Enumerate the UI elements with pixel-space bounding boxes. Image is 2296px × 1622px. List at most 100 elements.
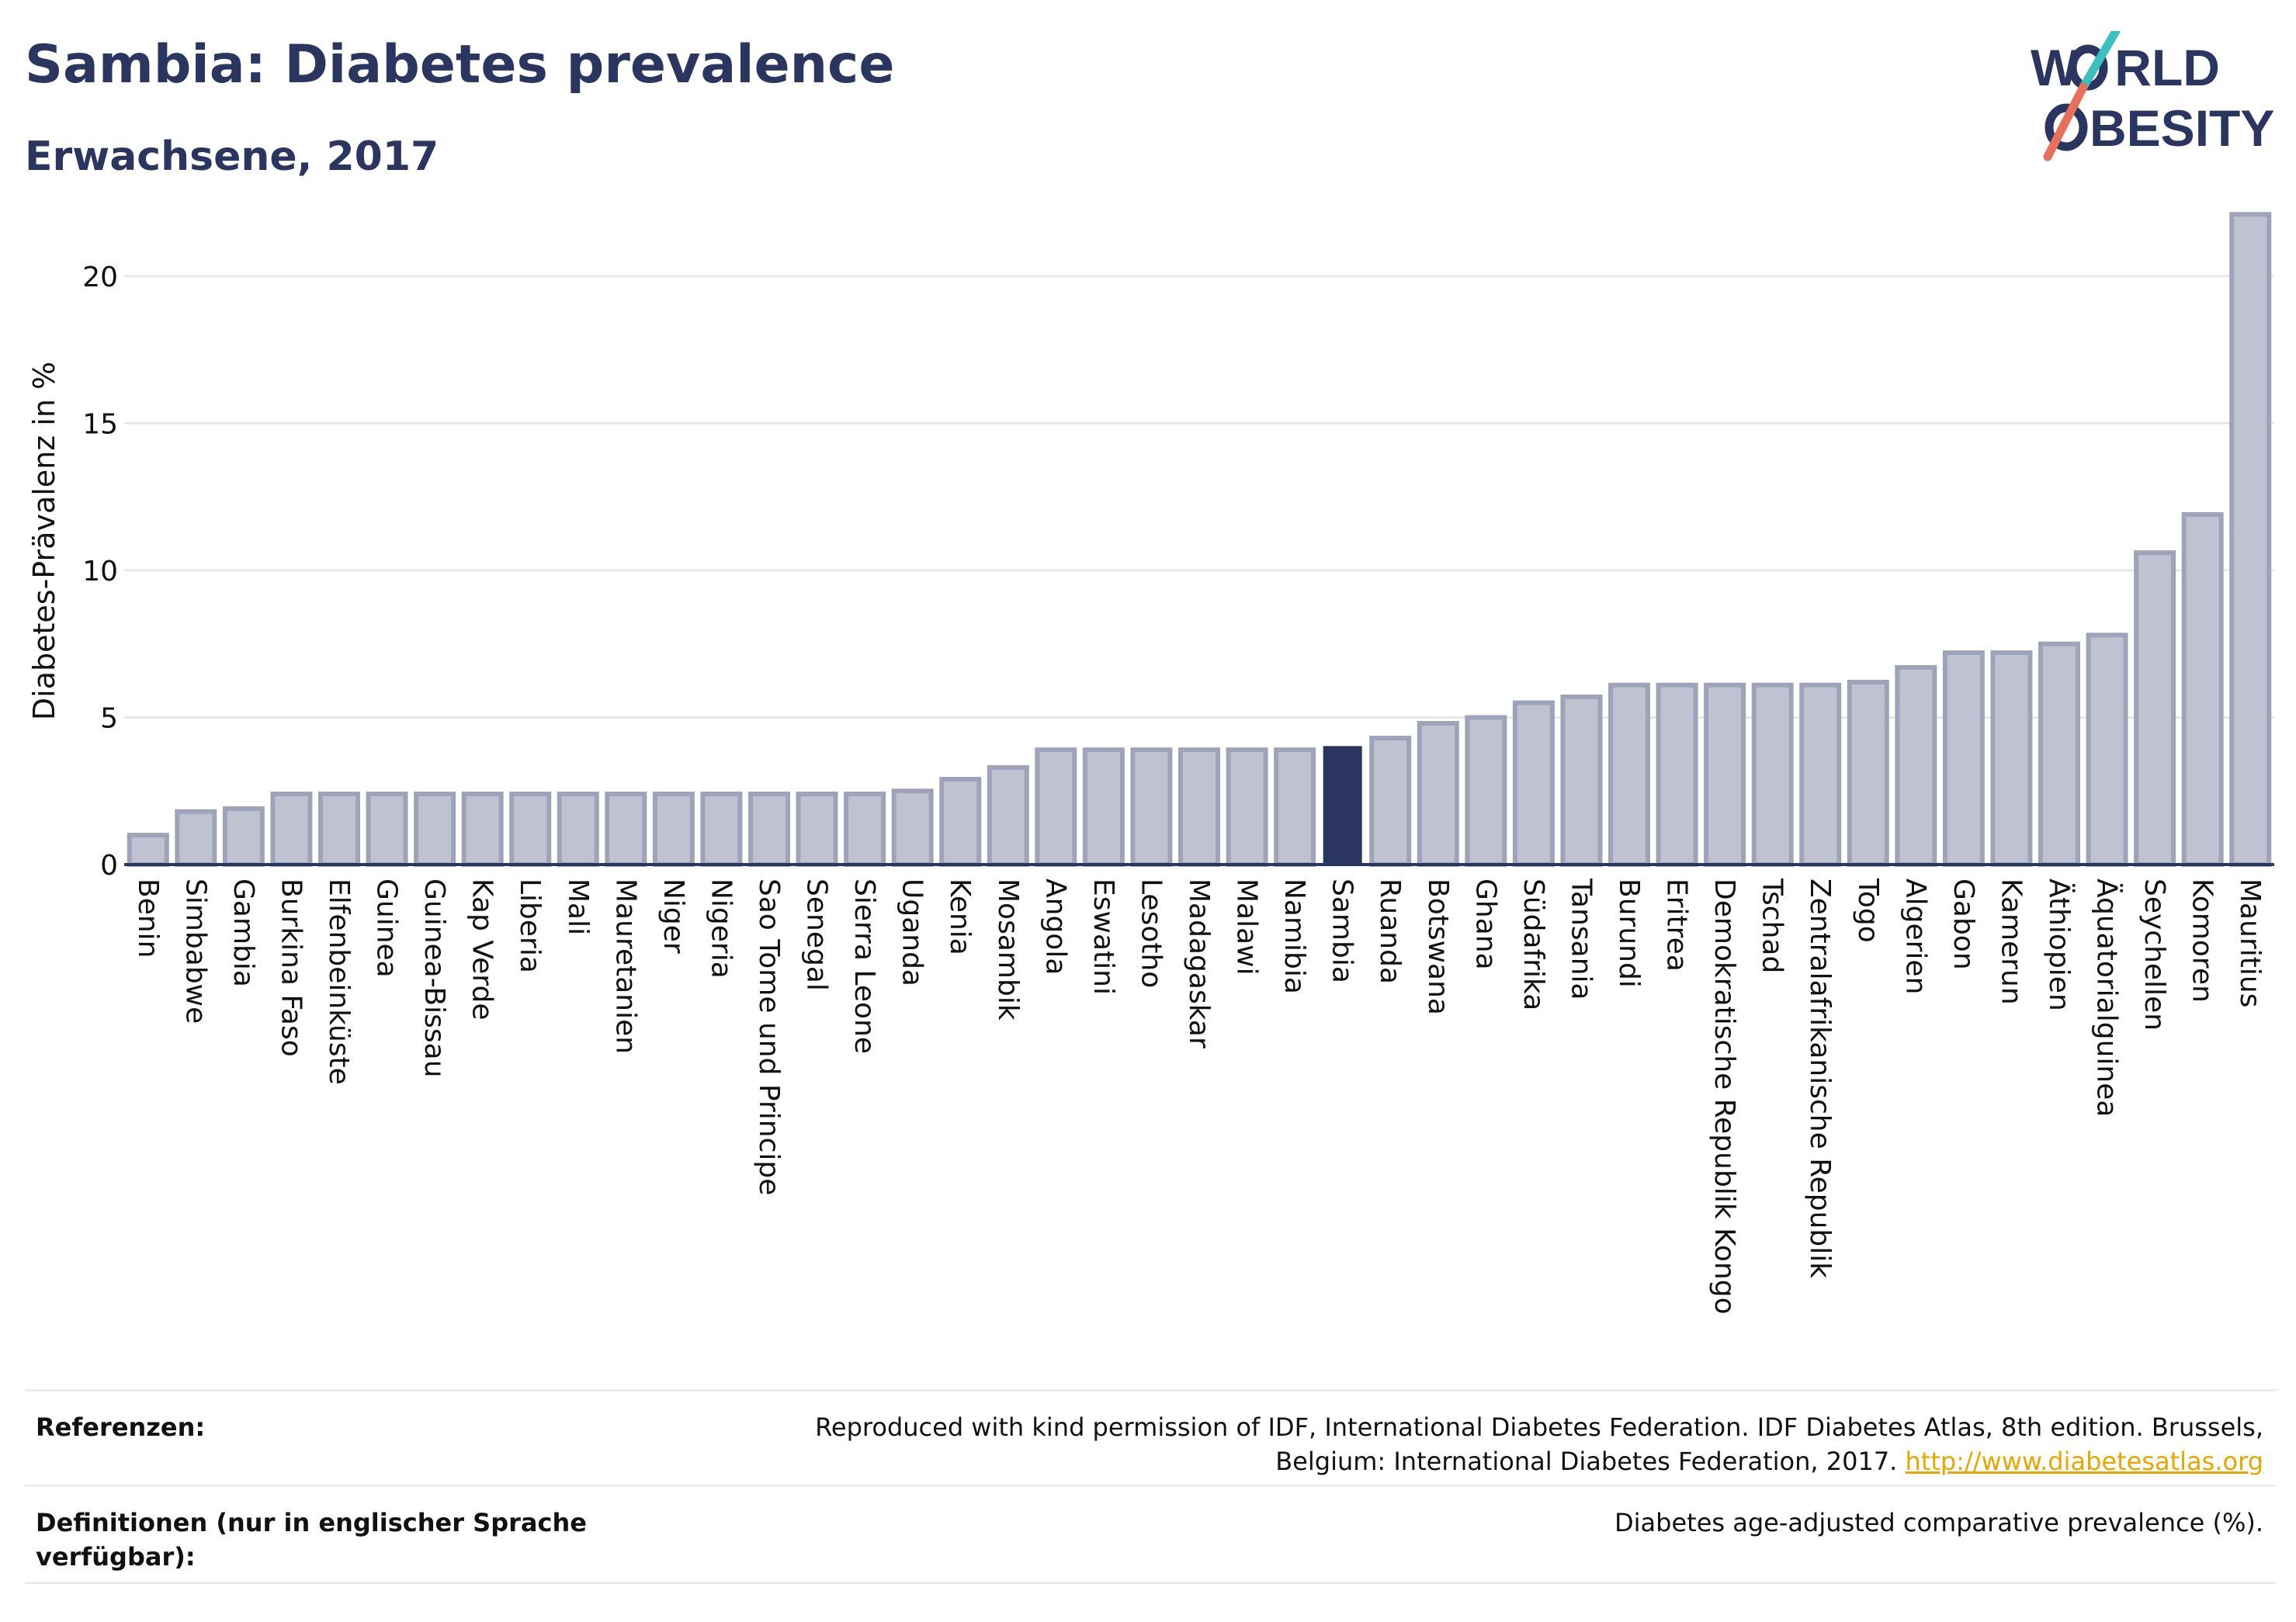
bar-Mosambik xyxy=(987,764,1029,868)
bar-Niger xyxy=(652,792,695,868)
bar-Sao Tome und Principe xyxy=(747,792,791,868)
svg-text:BESITY: BESITY xyxy=(2090,99,2274,157)
x-tick-label-Benin: Benin xyxy=(132,879,164,958)
bar-Mali xyxy=(557,792,599,868)
x-tick-label-Mosambik: Mosambik xyxy=(992,879,1024,1021)
bar-Eswatini xyxy=(1082,747,1125,867)
references-text: Reproduced with kind permission of IDF, … xyxy=(815,1412,2263,1476)
definitions-text: Diabetes age-adjusted comparative preval… xyxy=(1614,1508,2263,1537)
y-tick-label-0: 0 xyxy=(100,850,118,882)
bar-Mauretanien xyxy=(605,792,647,868)
x-tick-label-Malawi: Malawi xyxy=(1231,879,1263,976)
bar-Äthiopien xyxy=(2038,641,2081,867)
x-tick-label-Burundi: Burundi xyxy=(1613,879,1645,988)
bar-Guinea-Bissau xyxy=(414,792,456,868)
y-tick-label-10: 10 xyxy=(82,556,118,587)
x-tick-label-Ghana: Ghana xyxy=(1469,879,1501,970)
x-tick-label-Niger: Niger xyxy=(657,879,689,954)
x-tick-label-Sao Tome und Principe: Sao Tome und Principe xyxy=(753,879,785,1195)
bar-Äquatorialguinea xyxy=(2086,633,2128,867)
x-tick-label-Gambia: Gambia xyxy=(227,879,259,987)
x-tick-label-Äquatorialguinea: Äquatorialguinea xyxy=(2091,879,2124,1117)
bar-Senegal xyxy=(796,792,838,868)
x-tick-label-Sierra Leone: Sierra Leone xyxy=(848,879,880,1054)
bar-Elfenbeinküste xyxy=(317,792,361,868)
x-tick-label-Guinea: Guinea xyxy=(371,879,403,978)
bar-Gabon xyxy=(1942,650,1985,868)
bar-Burundi xyxy=(1608,682,1651,867)
bar-Sambia xyxy=(1323,746,1362,866)
bar-Kap Verde xyxy=(461,792,504,868)
references-row: Referenzen: Reproduced with kind permiss… xyxy=(25,1389,2276,1485)
references-label: Referenzen: xyxy=(36,1412,206,1442)
y-tick-label-15: 15 xyxy=(82,408,118,440)
bar-Komoren xyxy=(2181,511,2224,868)
bar-Liberia xyxy=(509,792,552,868)
definitions-row: Definitionen (nur in englischer Sprache … xyxy=(25,1485,2276,1584)
bar-Seychellen xyxy=(2134,550,2176,867)
bar-Malawi xyxy=(1226,747,1268,867)
references-text-block: Reproduced with kind permission of IDF, … xyxy=(711,1410,2263,1478)
x-tick-label-Eritrea: Eritrea xyxy=(1661,879,1693,972)
logo-rld: RLD xyxy=(2114,39,2220,96)
bar-Kamerun xyxy=(1990,650,2033,868)
x-tick-label-Zentralafrikanische Republik: Zentralafrikanische Republik xyxy=(1804,879,1836,1278)
bar-Namibia xyxy=(1274,747,1316,867)
bar-Tschad xyxy=(1751,682,1794,867)
references-table: Referenzen: Reproduced with kind permiss… xyxy=(25,1389,2276,1584)
y-tick-label-5: 5 xyxy=(100,702,118,734)
bar-Zentralafrikanische Republik xyxy=(1799,682,1842,867)
x-tick-label-Äthiopien: Äthiopien xyxy=(2043,879,2076,1011)
x-tick-label-Tschad: Tschad xyxy=(1757,878,1788,973)
x-tick-label-Ruanda: Ruanda xyxy=(1374,879,1406,984)
x-tick-label-Botswana: Botswana xyxy=(1422,879,1454,1015)
x-tick-label-Eswatini: Eswatini xyxy=(1087,879,1119,995)
x-tick-label-Tansania: Tansania xyxy=(1565,878,1597,1000)
x-tick-label-Senegal: Senegal xyxy=(801,879,833,991)
logo-besity: BESITY xyxy=(2090,99,2274,157)
bar-Simbabwe xyxy=(175,809,217,868)
x-tick-label-Kamerun: Kamerun xyxy=(1995,879,2027,1005)
x-tick-label-Südafrika: Südafrika xyxy=(1517,879,1549,1010)
bar-Nigeria xyxy=(700,792,743,868)
bar-Angola xyxy=(1035,747,1077,867)
x-tick-label-Namibia: Namibia xyxy=(1278,879,1310,994)
x-tick-label-Burkina Faso: Burkina Faso xyxy=(275,879,307,1057)
bar-Guinea xyxy=(366,792,408,868)
y-axis-label: Diabetes-Prävalenz in % xyxy=(27,362,61,720)
x-tick-label-Kap Verde: Kap Verde xyxy=(466,879,498,1020)
bar-Demokratische Republik Kongo xyxy=(1704,682,1746,867)
bar-Südafrika xyxy=(1512,700,1555,867)
bar-Togo xyxy=(1847,679,1889,867)
x-tick-label-Simbabwe: Simbabwe xyxy=(179,879,211,1024)
x-tick-label-Demokratische Republik Kongo: Demokratische Republik Kongo xyxy=(1708,879,1740,1315)
bar-Gambia xyxy=(222,806,265,868)
bar-Eritrea xyxy=(1656,682,1698,867)
x-tick-label-Togo: Togo xyxy=(1852,878,1884,943)
chart-title: Sambia: Diabetes prevalence xyxy=(25,34,895,95)
y-tick-label-20: 20 xyxy=(82,262,118,293)
references-link[interactable]: http://www.diabetesatlas.org xyxy=(1905,1447,2263,1476)
x-tick-label-Gabon: Gabon xyxy=(1947,879,1979,970)
x-tick-label-Uganda: Uganda xyxy=(897,879,928,986)
bar-Sierra Leone xyxy=(844,792,886,868)
bar-Lesotho xyxy=(1130,747,1173,867)
x-tick-label-Elfenbeinküste: Elfenbeinküste xyxy=(323,879,355,1085)
bar-Botswana xyxy=(1417,721,1459,868)
definitions-label: Definitionen (nur in englischer Sprache … xyxy=(36,1508,587,1572)
world-obesity-logo: W RLD BESITY xyxy=(2031,31,2274,161)
bar-Algerien xyxy=(1895,665,1937,867)
bar-Uganda xyxy=(891,788,934,868)
x-tick-label-Komoren: Komoren xyxy=(2187,879,2218,1003)
x-tick-label-Algerien: Algerien xyxy=(1899,879,1931,994)
x-tick-label-Seychellen: Seychellen xyxy=(2138,879,2170,1031)
x-tick-label-Madagaskar: Madagaskar xyxy=(1183,879,1215,1048)
x-tick-label-Angola: Angola xyxy=(1039,879,1071,975)
bar-Kenia xyxy=(939,777,982,868)
x-tick-label-Mauritius: Mauritius xyxy=(2234,879,2266,1007)
bar-Madagaskar xyxy=(1177,747,1221,867)
bar-chart: 0 5 10 15 20 Diabetes-Prävalenz in % Benin Simb… xyxy=(27,212,2274,1315)
bar-Tansania xyxy=(1560,694,1603,867)
x-tick-label-Kenia: Kenia xyxy=(944,879,976,955)
chart-subtitle: Erwachsene, 2017 xyxy=(25,133,439,180)
